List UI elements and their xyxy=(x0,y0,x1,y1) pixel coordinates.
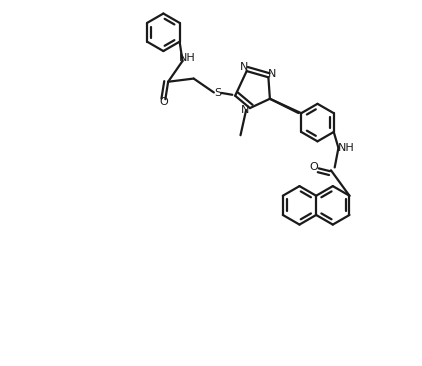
Text: N: N xyxy=(240,62,248,72)
Text: O: O xyxy=(310,163,319,172)
Text: NH: NH xyxy=(179,53,195,63)
Text: S: S xyxy=(214,88,221,98)
Text: N: N xyxy=(268,68,276,79)
Text: NH: NH xyxy=(338,143,354,153)
Text: N: N xyxy=(241,105,249,115)
Text: O: O xyxy=(159,97,168,108)
